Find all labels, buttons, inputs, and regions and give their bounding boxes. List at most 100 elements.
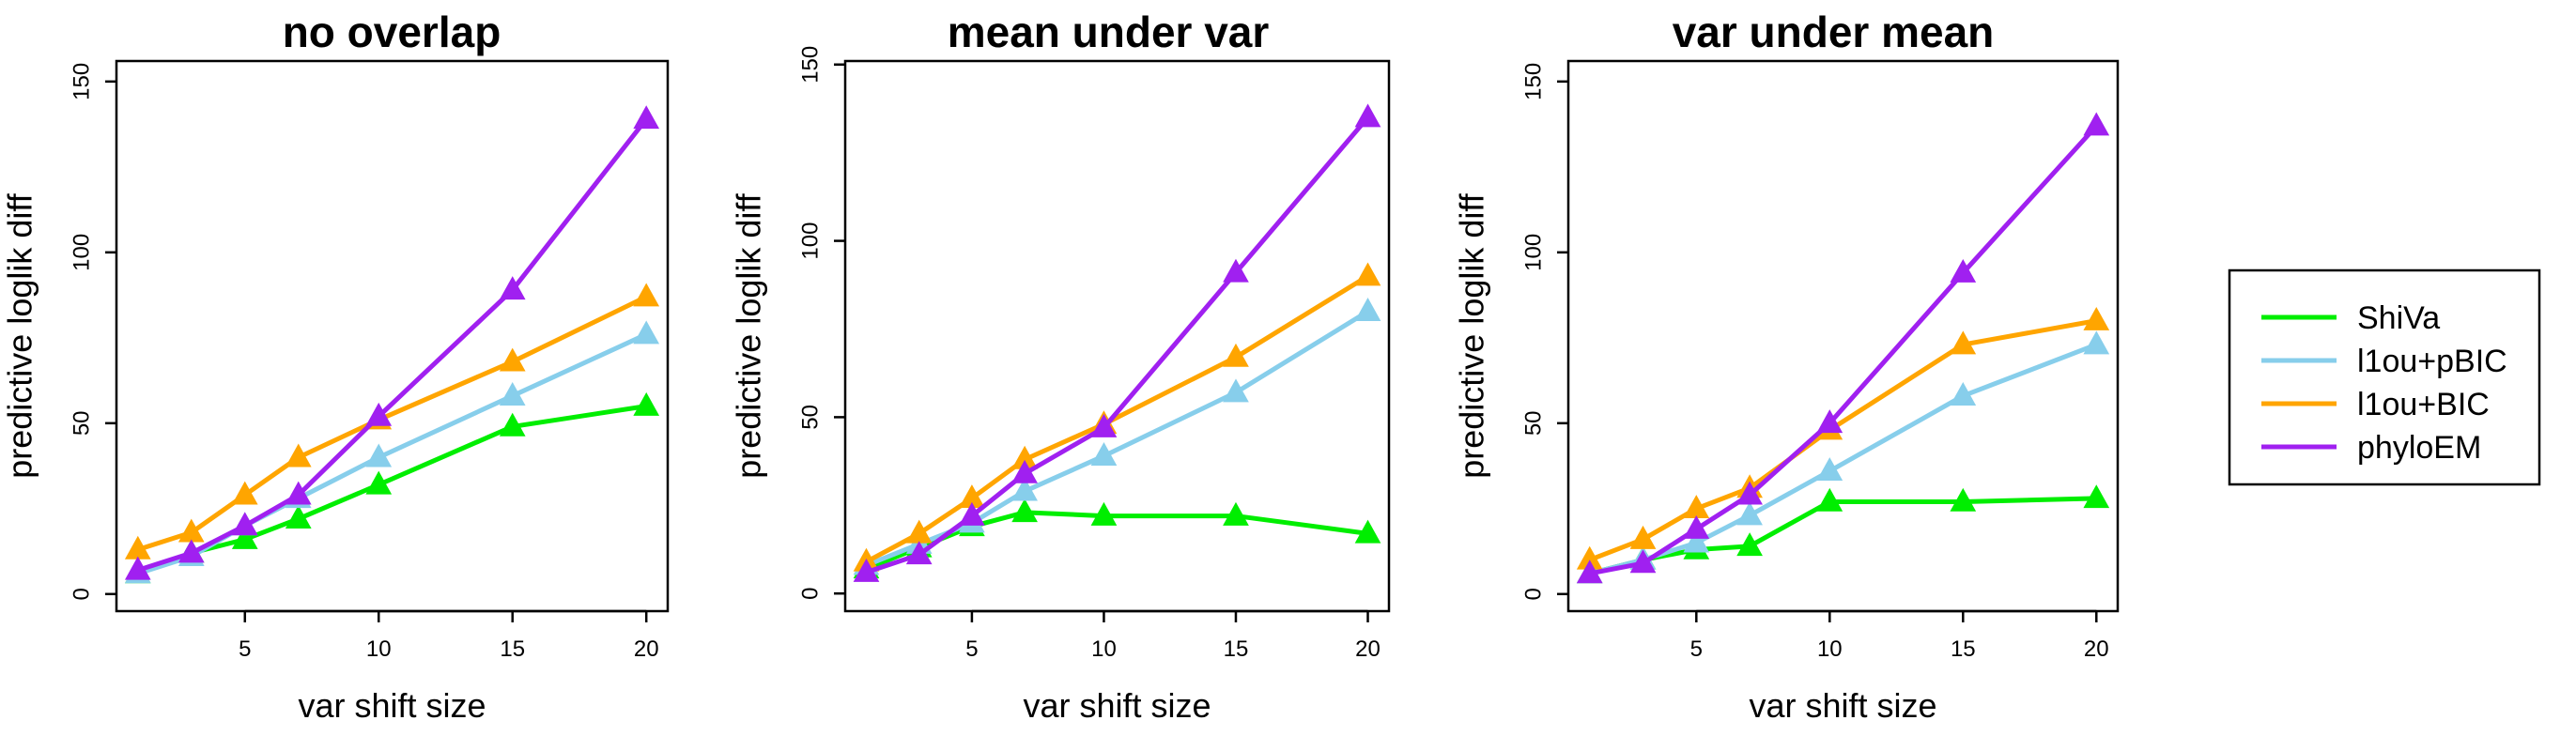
data-point-l1ou-pbic: [633, 320, 660, 345]
series-line-l1ou-bic: [137, 294, 648, 552]
series-phyloem: [853, 103, 1381, 582]
legend-entry-l1ou-bic: l1ou+BIC: [2261, 387, 2490, 422]
data-point-shiva: [633, 391, 660, 416]
y-tick-label: 50: [69, 410, 94, 436]
data-point-l1ou-pbic: [1011, 477, 1038, 501]
x-tick-label: 15: [1951, 636, 1976, 662]
legend-label-l1ou-pbic: l1ou+pBIC: [2357, 344, 2507, 379]
data-point-l1ou-bic: [231, 481, 258, 505]
y-tick-label: 150: [797, 46, 823, 84]
chart-panel-mean-under-var: mean under var 5 10 15 20 0 50 100 150 var shift …: [730, 8, 1391, 725]
data-point-l1ou-bic: [633, 283, 660, 307]
data-point-l1ou-pbic: [1736, 501, 1763, 526]
x-axis-label: var shift size: [1749, 686, 1936, 725]
data-point-shiva: [1816, 487, 1843, 512]
data-point-phyloem: [1576, 559, 1603, 584]
data-point-l1ou-bic: [1223, 343, 1249, 367]
x-tick-label: 5: [239, 636, 251, 662]
data-point-shiva: [1950, 487, 1977, 512]
data-point-phyloem: [1950, 258, 1977, 283]
data-point-l1ou-pbic: [1223, 378, 1249, 403]
data-point-phyloem: [231, 512, 258, 536]
series-line-shiva: [1589, 496, 2097, 576]
data-point-phyloem: [285, 481, 312, 505]
data-point-phyloem: [1090, 413, 1118, 437]
plot-frame: [1566, 59, 2120, 613]
series-l1ou-bic: [1576, 306, 2110, 570]
chart-panel-no-overlap: no overlap 5 10 15 20 0 50 100 150 var shift size…: [1, 8, 670, 725]
y-tick-label: 100: [1520, 234, 1546, 271]
data-point-shiva: [1223, 501, 1249, 526]
series-line-l1ou-pbic: [1589, 342, 2098, 576]
data-point-phyloem: [1629, 549, 1657, 574]
data-point-l1ou-pbic: [2083, 330, 2110, 355]
series-l1ou-bic: [124, 283, 660, 559]
data-point-shiva: [1354, 519, 1381, 544]
data-point-l1ou-bic: [905, 519, 933, 544]
y-tick-label: 100: [797, 222, 823, 260]
series-line-phyloem: [1589, 124, 2099, 576]
data-point-l1ou-pbic: [499, 382, 526, 406]
x-tick-label: 20: [634, 636, 659, 662]
x-axis-label: var shift size: [298, 686, 486, 725]
data-point-l1ou-bic: [1629, 525, 1657, 549]
data-point-shiva: [1090, 501, 1118, 526]
data-point-phyloem: [633, 105, 660, 130]
data-point-phyloem: [177, 539, 205, 563]
data-point-phyloem: [1354, 103, 1381, 128]
data-point-phyloem: [2083, 112, 2110, 136]
legend: ShiVa l1ou+pBIC l1ou+BIC phyloEM: [2228, 268, 2541, 486]
series-line-l1ou-pbic: [865, 309, 1369, 568]
y-tick-label: 150: [69, 63, 94, 100]
series-line-shiva: [136, 404, 647, 576]
data-point-l1ou-pbic: [1816, 457, 1843, 482]
chart-panel-var-under-mean: var under mean 5 10 15 20 0 50 100 150 var shift …: [1453, 8, 2120, 725]
y-tick-label: 150: [1520, 63, 1546, 100]
series-line-phyloem: [865, 115, 1370, 575]
chart-title: var under mean: [1673, 8, 1995, 56]
data-point-shiva: [499, 412, 526, 437]
data-point-phyloem: [853, 558, 880, 582]
x-tick-label: 10: [1091, 636, 1117, 662]
data-point-l1ou-pbic: [1950, 382, 1977, 406]
data-point-shiva: [365, 470, 393, 495]
series-shiva: [124, 391, 660, 584]
data-point-phyloem: [1683, 514, 1710, 539]
data-point-phyloem: [1011, 459, 1038, 483]
data-point-l1ou-pbic: [1354, 298, 1381, 321]
data-point-l1ou-bic: [177, 518, 205, 543]
legend-entry-phyloem: phyloEM: [2261, 430, 2481, 466]
data-point-shiva: [1011, 498, 1038, 523]
data-point-shiva: [2083, 484, 2110, 509]
data-point-phyloem: [1736, 481, 1763, 505]
data-point-l1ou-bic: [285, 443, 312, 467]
y-axis-label: predictive loglik diff: [1453, 192, 1491, 478]
data-point-shiva: [1736, 532, 1763, 557]
y-tick-label: 0: [797, 588, 823, 600]
x-axis-label: var shift size: [1023, 686, 1211, 725]
y-tick-label: 0: [69, 588, 94, 600]
series-phyloem: [124, 105, 660, 580]
x-tick-label: 15: [1224, 636, 1249, 662]
x-tick-label: 20: [2084, 636, 2109, 662]
data-point-phyloem: [1816, 409, 1843, 434]
y-tick-label: 0: [1520, 588, 1546, 600]
series-line-phyloem: [137, 117, 649, 573]
legend-label-shiva: ShiVa: [2357, 300, 2440, 336]
series-l1ou-pbic: [853, 298, 1381, 575]
x-tick-label: 15: [500, 636, 525, 662]
legend-label-l1ou-bic: l1ou+BIC: [2357, 387, 2490, 422]
legend-label-phyloem: phyloEM: [2357, 430, 2481, 466]
x-tick-label: 5: [1690, 636, 1703, 662]
y-axis-label: predictive loglik diff: [730, 192, 768, 478]
chart-title: no overlap: [283, 8, 501, 56]
data-point-l1ou-pbic: [1090, 442, 1118, 466]
series-line-l1ou-bic: [865, 274, 1369, 564]
y-axis-label: predictive loglik diff: [1, 192, 39, 478]
series-line-l1ou-pbic: [137, 331, 648, 576]
legend-entry-shiva: ShiVa: [2261, 300, 2440, 336]
data-point-l1ou-bic: [1950, 330, 1977, 355]
y-tick-label: 100: [69, 234, 94, 271]
